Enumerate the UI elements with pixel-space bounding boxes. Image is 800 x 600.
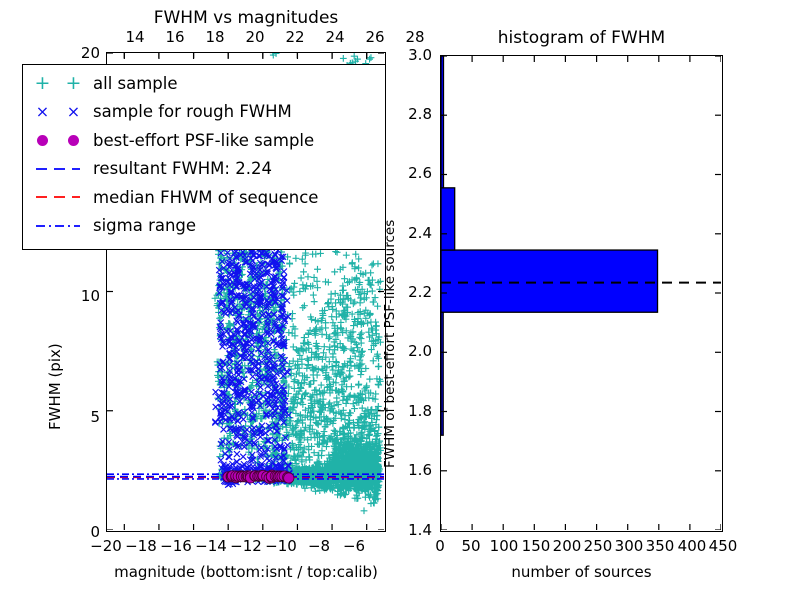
legend-label: sample for rough FWHM xyxy=(93,102,292,122)
right-x-tick-label: 400 xyxy=(677,537,707,555)
dashed-line-icon xyxy=(27,164,89,174)
right-y-tick-label: 2.6 xyxy=(408,164,432,182)
bottom-tick-label: −20 xyxy=(90,537,122,555)
histogram-svg xyxy=(441,56,721,530)
left-panel-title: FWHM vs magnitudes xyxy=(153,8,339,28)
right-x-tick-label: 50 xyxy=(461,537,481,555)
right-x-tick-label: 100 xyxy=(489,537,519,555)
right-x-tick-label: 150 xyxy=(521,537,551,555)
plus-marker-icon: + + xyxy=(27,71,89,94)
top-tick-label: 16 xyxy=(165,28,185,46)
left-y-tick-label: 5 xyxy=(90,408,100,426)
right-plot-frame xyxy=(440,55,723,532)
cross-marker-icon: × × xyxy=(27,101,89,121)
right-y-tick-labels: 3.0 2.8 2.6 2.4 2.2 2.0 1.8 1.6 1.4 xyxy=(392,0,436,600)
right-y-tick-label: 2.0 xyxy=(408,342,432,360)
left-scatter-svg xyxy=(107,53,384,530)
dashdot-line-icon xyxy=(27,221,89,231)
plus-glyph: + xyxy=(65,71,82,94)
right-x-tick-label: 0 xyxy=(435,537,445,555)
dot-marker-icon xyxy=(27,134,89,146)
legend-label: median FHWM of sequence xyxy=(93,187,319,207)
top-tick-label: 26 xyxy=(365,28,385,46)
top-tick-label: 24 xyxy=(325,28,345,46)
right-y-tick-label: 1.6 xyxy=(408,461,432,479)
bottom-tick-label: −8 xyxy=(307,537,331,555)
left-panel-ylabel: FWHM (pix) xyxy=(46,343,64,430)
legend-item-sigma-range[interactable]: sigma range xyxy=(27,212,379,241)
dot-glyph xyxy=(37,134,48,146)
left-panel-top-tick-labels: 14 16 18 20 22 24 26 28 xyxy=(106,28,424,48)
right-x-tick-label: 350 xyxy=(645,537,675,555)
legend-label: best-effort PSF-like sample xyxy=(93,130,315,150)
cross-glyph: × xyxy=(35,101,50,121)
right-y-tick-label: 2.8 xyxy=(408,105,432,123)
legend: + + all sample × × sample for rough FWHM… xyxy=(22,64,386,250)
right-y-tick-label: 1.4 xyxy=(408,521,432,539)
cross-glyph: × xyxy=(66,101,81,121)
legend-item-rough-fwhm[interactable]: × × sample for rough FWHM xyxy=(27,98,379,127)
right-x-tick-label: 450 xyxy=(708,537,738,555)
right-y-tick-label: 2.4 xyxy=(408,224,432,242)
legend-label: resultant FWHM: 2.24 xyxy=(93,159,272,179)
right-panel-title: histogram of FWHM xyxy=(497,28,666,48)
dashed-line-icon xyxy=(27,192,89,202)
bottom-tick-label: −6 xyxy=(342,537,366,555)
left-y-tick-label: 0 xyxy=(90,523,100,541)
plus-glyph: + xyxy=(34,71,51,94)
top-tick-label: 18 xyxy=(205,28,225,46)
legend-item-median-fwhm[interactable]: median FHWM of sequence xyxy=(27,183,379,212)
legend-label: sigma range xyxy=(93,216,197,236)
left-panel-bottom-tick-labels: −20 −18 −16 −14 −12 −10 −8 −6 xyxy=(90,537,396,559)
legend-label: all sample xyxy=(93,73,178,93)
top-tick-label: 20 xyxy=(245,28,265,46)
legend-item-all-sample[interactable]: + + all sample xyxy=(27,69,379,98)
top-tick-label: 22 xyxy=(285,28,305,46)
right-x-tick-label: 250 xyxy=(583,537,613,555)
right-panel-xlabel: number of sources xyxy=(511,563,652,581)
right-y-tick-label: 2.2 xyxy=(408,283,432,301)
bottom-tick-label: −10 xyxy=(265,537,297,555)
bottom-tick-label: −14 xyxy=(195,537,227,555)
right-y-tick-label: 1.8 xyxy=(408,402,432,420)
dot-glyph xyxy=(68,134,79,146)
right-y-tick-label: 3.0 xyxy=(408,46,432,64)
right-x-tick-label: 200 xyxy=(552,537,582,555)
right-x-tick-labels: 0 50 100 150 200 250 300 350 400 450 xyxy=(435,537,740,559)
bottom-tick-label: −12 xyxy=(230,537,262,555)
left-panel-xlabel: magnitude (bottom:isnt / top:calib) xyxy=(114,563,378,581)
left-y-tick-label: 10 xyxy=(80,287,100,305)
bottom-tick-label: −16 xyxy=(160,537,192,555)
legend-item-psf-sample[interactable]: best-effort PSF-like sample xyxy=(27,126,379,155)
left-y-tick-label: 20 xyxy=(80,44,100,62)
bottom-tick-label: −18 xyxy=(125,537,157,555)
top-tick-label: 28 xyxy=(405,28,425,46)
legend-item-resultant-fwhm[interactable]: resultant FWHM: 2.24 xyxy=(27,155,379,184)
top-tick-label: 14 xyxy=(125,28,145,46)
right-x-tick-label: 300 xyxy=(614,537,644,555)
